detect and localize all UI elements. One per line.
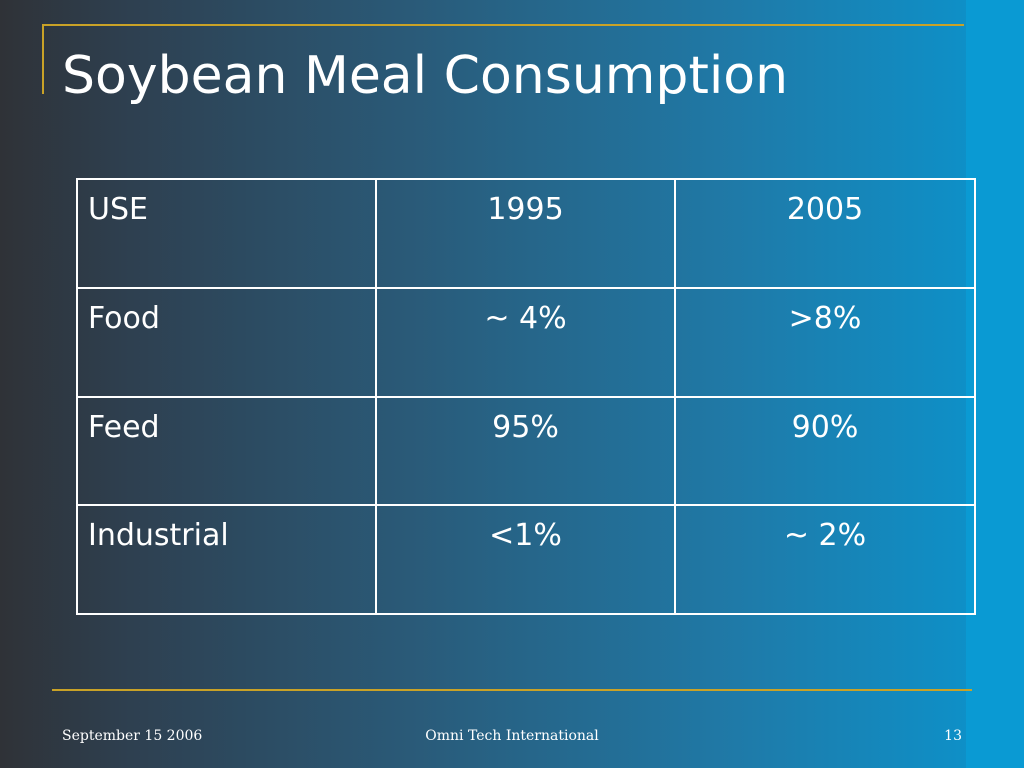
cell-food-2005: >8% xyxy=(674,286,976,398)
header-cell-use: USE xyxy=(76,178,377,289)
row-label-food: Food xyxy=(76,286,377,398)
row-label-feed: Feed xyxy=(76,395,377,507)
cell-industrial-1995: <1% xyxy=(375,504,676,615)
page-number: 13 xyxy=(944,728,962,744)
cell-industrial-2005: ~ 2% xyxy=(674,504,976,615)
title-rule-vertical xyxy=(42,24,44,94)
table-row: Feed 95% 90% xyxy=(76,395,976,507)
table-header-row: USE 1995 2005 xyxy=(76,178,976,289)
slide-title: Soybean Meal Consumption xyxy=(62,46,789,106)
cell-feed-1995: 95% xyxy=(375,395,676,507)
table-row: Food ~ 4% >8% xyxy=(76,286,976,398)
row-label-industrial: Industrial xyxy=(76,504,377,615)
cell-food-1995: ~ 4% xyxy=(375,286,676,398)
header-cell-1995: 1995 xyxy=(375,178,676,289)
footer-date: September 15 2006 xyxy=(62,728,203,744)
cell-feed-2005: 90% xyxy=(674,395,976,507)
consumption-table: USE 1995 2005 Food ~ 4% >8% Feed 95% 90%… xyxy=(76,178,976,615)
background-right-strip xyxy=(966,0,1024,768)
title-rule-horizontal xyxy=(42,24,964,26)
table-row: Industrial <1% ~ 2% xyxy=(76,504,976,615)
header-cell-2005: 2005 xyxy=(674,178,976,289)
footer-company: Omni Tech International xyxy=(425,728,599,744)
footer-rule xyxy=(52,689,972,691)
